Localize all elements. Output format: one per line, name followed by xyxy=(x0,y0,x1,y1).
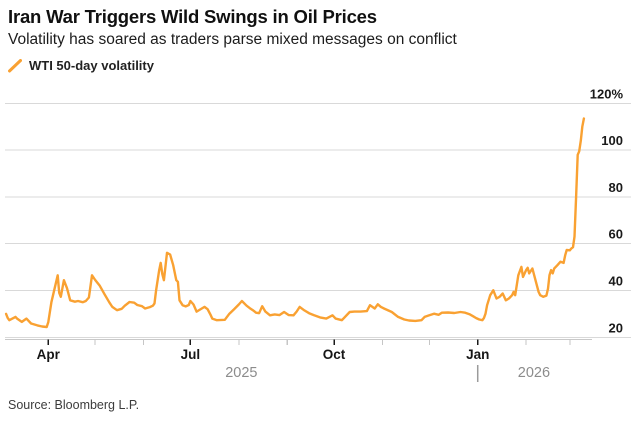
x-axis-month-label: Jul xyxy=(181,347,201,362)
x-axis-year-label: 2026 xyxy=(518,365,550,381)
x-axis-month-label: Jan xyxy=(466,347,489,362)
line-swatch-icon xyxy=(8,58,22,73)
y-axis-tick-label: 40 xyxy=(609,274,623,289)
legend: WTI 50-day volatility xyxy=(8,58,154,73)
volatility-line xyxy=(4,117,586,329)
source-attribution: Source: Bloomberg L.P. xyxy=(8,398,140,412)
page-subtitle: Volatility has soared as traders parse m… xyxy=(8,31,457,48)
y-axis-tick-label: 80 xyxy=(609,180,623,195)
y-axis-tick-label: 120% xyxy=(590,86,624,101)
y-axis-tick-label: 60 xyxy=(609,227,623,242)
page-title: Iran War Triggers Wild Swings in Oil Pri… xyxy=(8,6,377,27)
x-axis-month-label: Apr xyxy=(37,347,61,362)
x-axis-month-label: Oct xyxy=(323,347,346,362)
y-axis-tick-label: 20 xyxy=(609,320,623,335)
legend-label: WTI 50-day volatility xyxy=(29,58,154,73)
y-axis-tick-label: 100 xyxy=(601,133,623,148)
x-axis-year-label: 2025 xyxy=(225,365,257,381)
